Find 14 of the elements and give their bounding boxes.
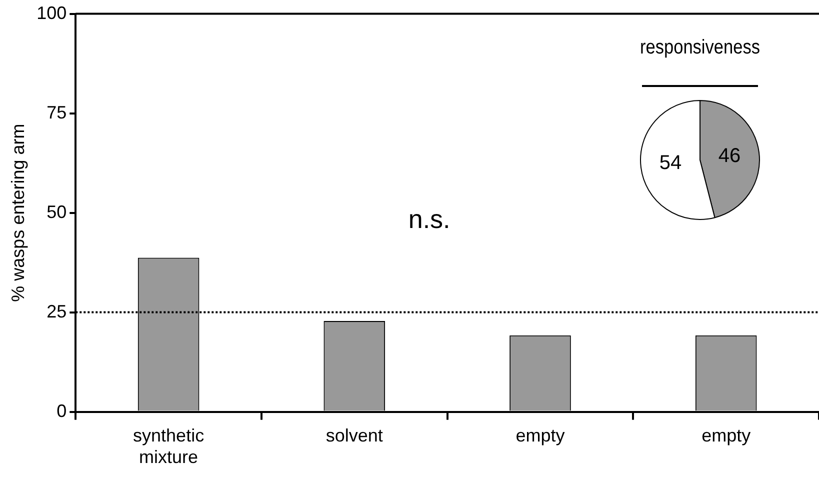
y-tick-label: 100 xyxy=(36,2,67,23)
y-axis-title: % wasps entering arm xyxy=(8,124,28,302)
x-tick-label: solvent xyxy=(326,426,383,446)
data-label: 54 xyxy=(659,152,682,174)
x-tick-label: empty xyxy=(702,426,751,446)
y-tick-label: 0 xyxy=(56,400,67,421)
data-label: 46 xyxy=(718,144,741,167)
x-tick-label: empty xyxy=(516,426,565,446)
x-tick-label: synthetic mixture xyxy=(133,426,204,468)
annotation: n.s. xyxy=(408,204,450,234)
y-tick-label: 25 xyxy=(46,301,67,322)
y-tick-label: 50 xyxy=(46,202,67,222)
y-tick-label: 75 xyxy=(46,102,67,122)
chart-title: responsiveness xyxy=(640,35,760,58)
